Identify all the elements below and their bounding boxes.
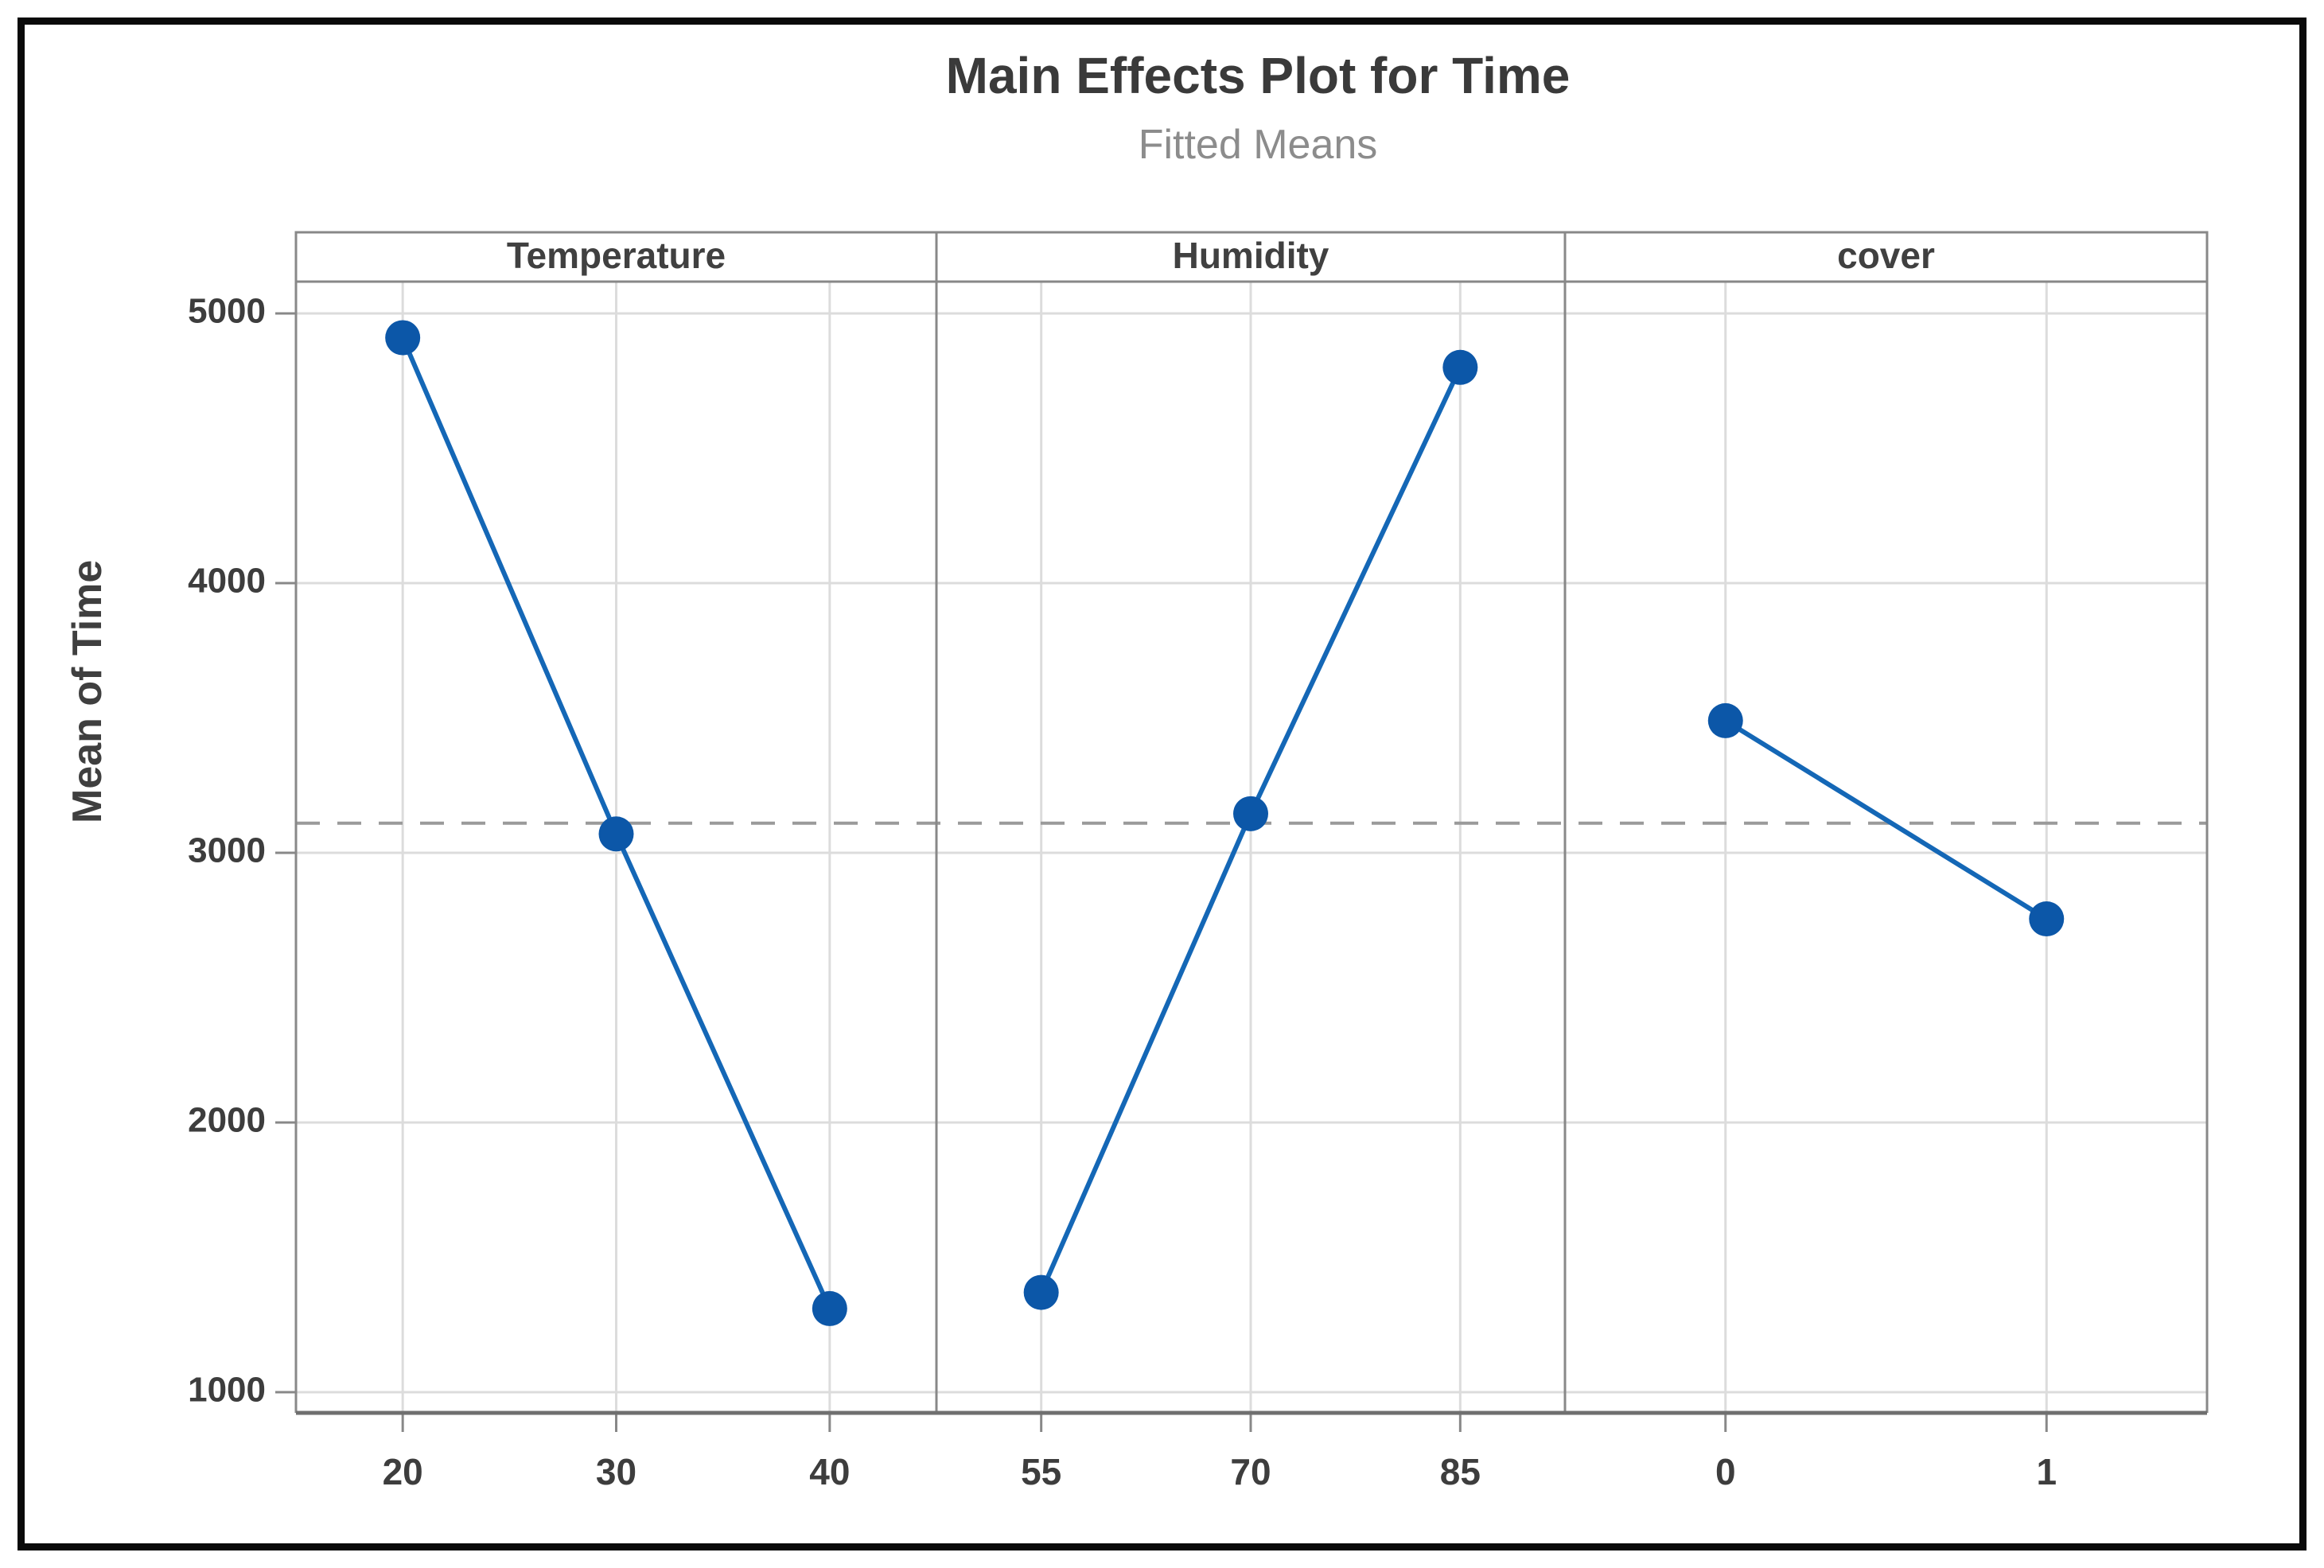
panel-header-cell xyxy=(1563,231,2209,283)
data-point-marker xyxy=(812,1290,847,1326)
x-tick-label: 40 xyxy=(809,1451,850,1492)
y-tick-label: 2000 xyxy=(188,1101,266,1140)
data-point-marker xyxy=(385,320,421,356)
panel-header-label: cover xyxy=(1837,235,1935,276)
panel-header-label: Temperature xyxy=(507,235,726,276)
y-tick-label: 1000 xyxy=(188,1371,266,1410)
panel-header-label: Humidity xyxy=(1173,235,1329,276)
data-point-marker xyxy=(598,816,634,852)
data-point-marker xyxy=(1442,349,1478,385)
x-tick-label: 70 xyxy=(1230,1451,1271,1492)
x-tick-label: 85 xyxy=(1440,1451,1481,1492)
chart-title: Main Effects Plot for Time xyxy=(945,47,1571,104)
data-point-marker xyxy=(2029,901,2065,937)
data-point-marker xyxy=(1023,1274,1059,1310)
x-tick-label: 1 xyxy=(2036,1451,2057,1492)
series-line xyxy=(1724,718,2048,921)
y-tick-label: 5000 xyxy=(188,292,266,331)
x-tick-label: 20 xyxy=(383,1451,423,1492)
x-tick-label: 55 xyxy=(1021,1451,1061,1492)
x-tick-label: 0 xyxy=(1715,1451,1736,1492)
data-point-marker xyxy=(1233,796,1268,831)
y-tick-label: 3000 xyxy=(188,831,266,870)
x-tick-label: 30 xyxy=(596,1451,636,1492)
data-point-marker xyxy=(1707,702,1743,738)
chart-subtitle: Fitted Means xyxy=(1138,122,1378,168)
y-tick-label: 4000 xyxy=(188,562,266,601)
panel-header-cell xyxy=(294,231,938,283)
